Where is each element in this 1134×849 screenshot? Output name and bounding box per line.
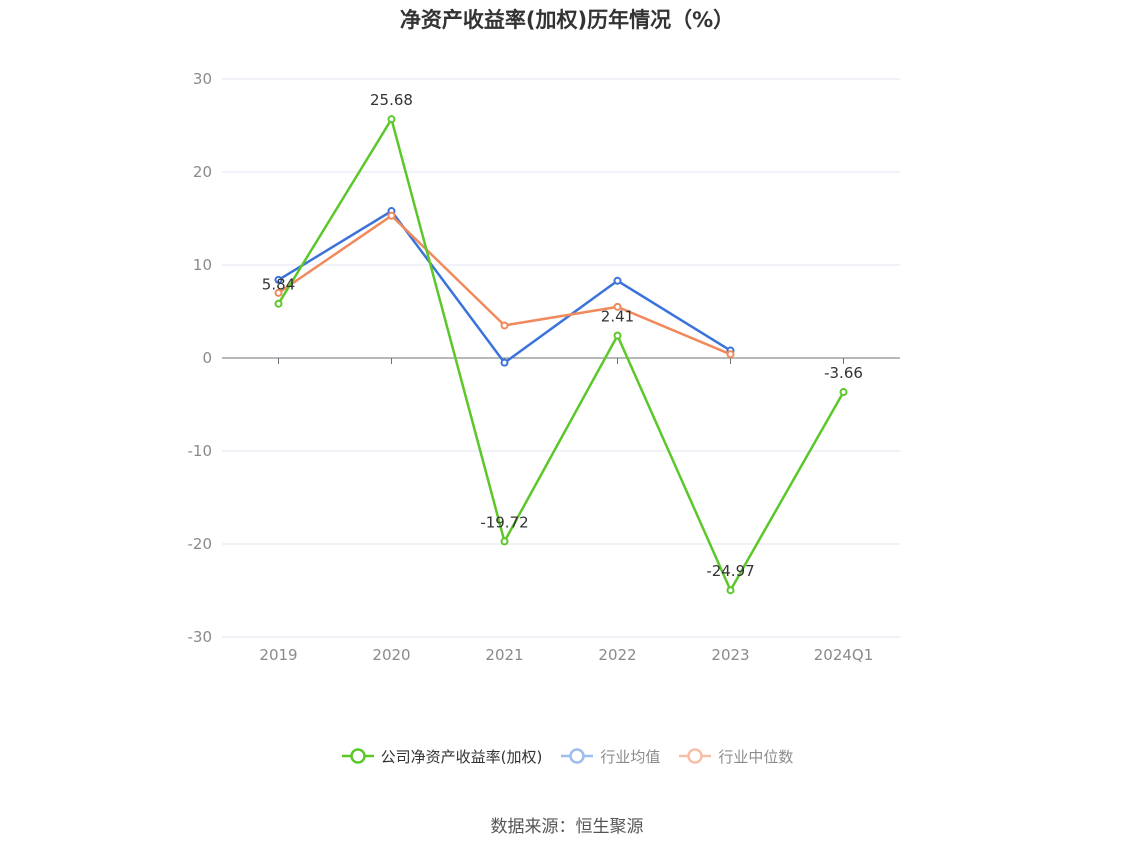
data-label: -3.66 — [824, 364, 863, 382]
legend-label-industry-median: 行业中位数 — [718, 747, 794, 766]
data-point — [274, 299, 283, 308]
x-tick-label: 2024Q1 — [814, 646, 874, 664]
legend-item-industry-median[interactable]: 行业中位数 — [678, 745, 793, 767]
data-point — [500, 321, 509, 330]
y-tick-label: -30 — [188, 628, 213, 646]
data-point — [613, 276, 622, 285]
data-point — [726, 350, 735, 359]
data-label: -24.97 — [706, 562, 754, 580]
data-label: 5.84 — [262, 276, 295, 294]
data-label: -19.72 — [480, 513, 528, 531]
source-label: 数据来源：恒生聚源 — [490, 817, 644, 837]
series-line-1 — [277, 209, 732, 364]
series-layer — [274, 115, 848, 595]
y-tick-label: 10 — [193, 256, 212, 274]
data-point — [613, 302, 622, 311]
x-tick-label: 2022 — [598, 646, 636, 664]
legend-item-company[interactable]: 公司净资产收益率(加权) — [341, 745, 543, 767]
data-point — [726, 586, 735, 595]
legend-label-industry-mean: 行业均值 — [600, 747, 661, 766]
x-tick-label: 2021 — [485, 646, 523, 664]
data-point — [839, 388, 848, 397]
legend-marker-company-icon — [341, 748, 374, 764]
x-tick-label: 2020 — [372, 646, 410, 664]
data-point — [500, 358, 509, 367]
x-tick-label: 2019 — [259, 646, 297, 664]
series-line-0 — [277, 117, 845, 592]
legend-item-industry-mean[interactable]: 行业均值 — [560, 745, 660, 767]
data-point — [387, 211, 396, 220]
legend: 公司净资产收益率(加权) 行业均值 行业中位数 — [0, 745, 1134, 767]
legend-marker-industry-mean-icon — [561, 748, 594, 764]
y-tick-label: 30 — [193, 70, 212, 88]
data-point — [274, 275, 283, 284]
label-layer: 5.84 25.68 -19.72 2.41 -24.97 -3.66 — [262, 91, 863, 580]
series-line-2 — [277, 214, 731, 356]
data-point — [613, 331, 622, 340]
chart-title: 净资产收益率(加权)历年情况（%） — [399, 8, 735, 32]
grid-layer — [222, 78, 900, 638]
y-tick-label: 20 — [193, 163, 212, 181]
axis-layer: 30 20 10 0 -10 -20 -30 2019 2020 2021 2022 2023 2024… — [188, 70, 900, 664]
data-label: 25.68 — [370, 91, 413, 109]
y-tick-label: -10 — [188, 442, 213, 460]
data-point — [387, 115, 396, 124]
legend-label-company: 公司净资产收益率(加权) — [380, 747, 543, 766]
data-point — [274, 288, 283, 297]
data-point — [500, 537, 509, 546]
data-label: 2.41 — [601, 308, 634, 326]
y-tick-label: 0 — [202, 349, 212, 367]
y-tick-label: -20 — [188, 535, 213, 553]
x-tick-label: 2023 — [711, 646, 749, 664]
legend-marker-industry-median-icon — [679, 748, 712, 764]
